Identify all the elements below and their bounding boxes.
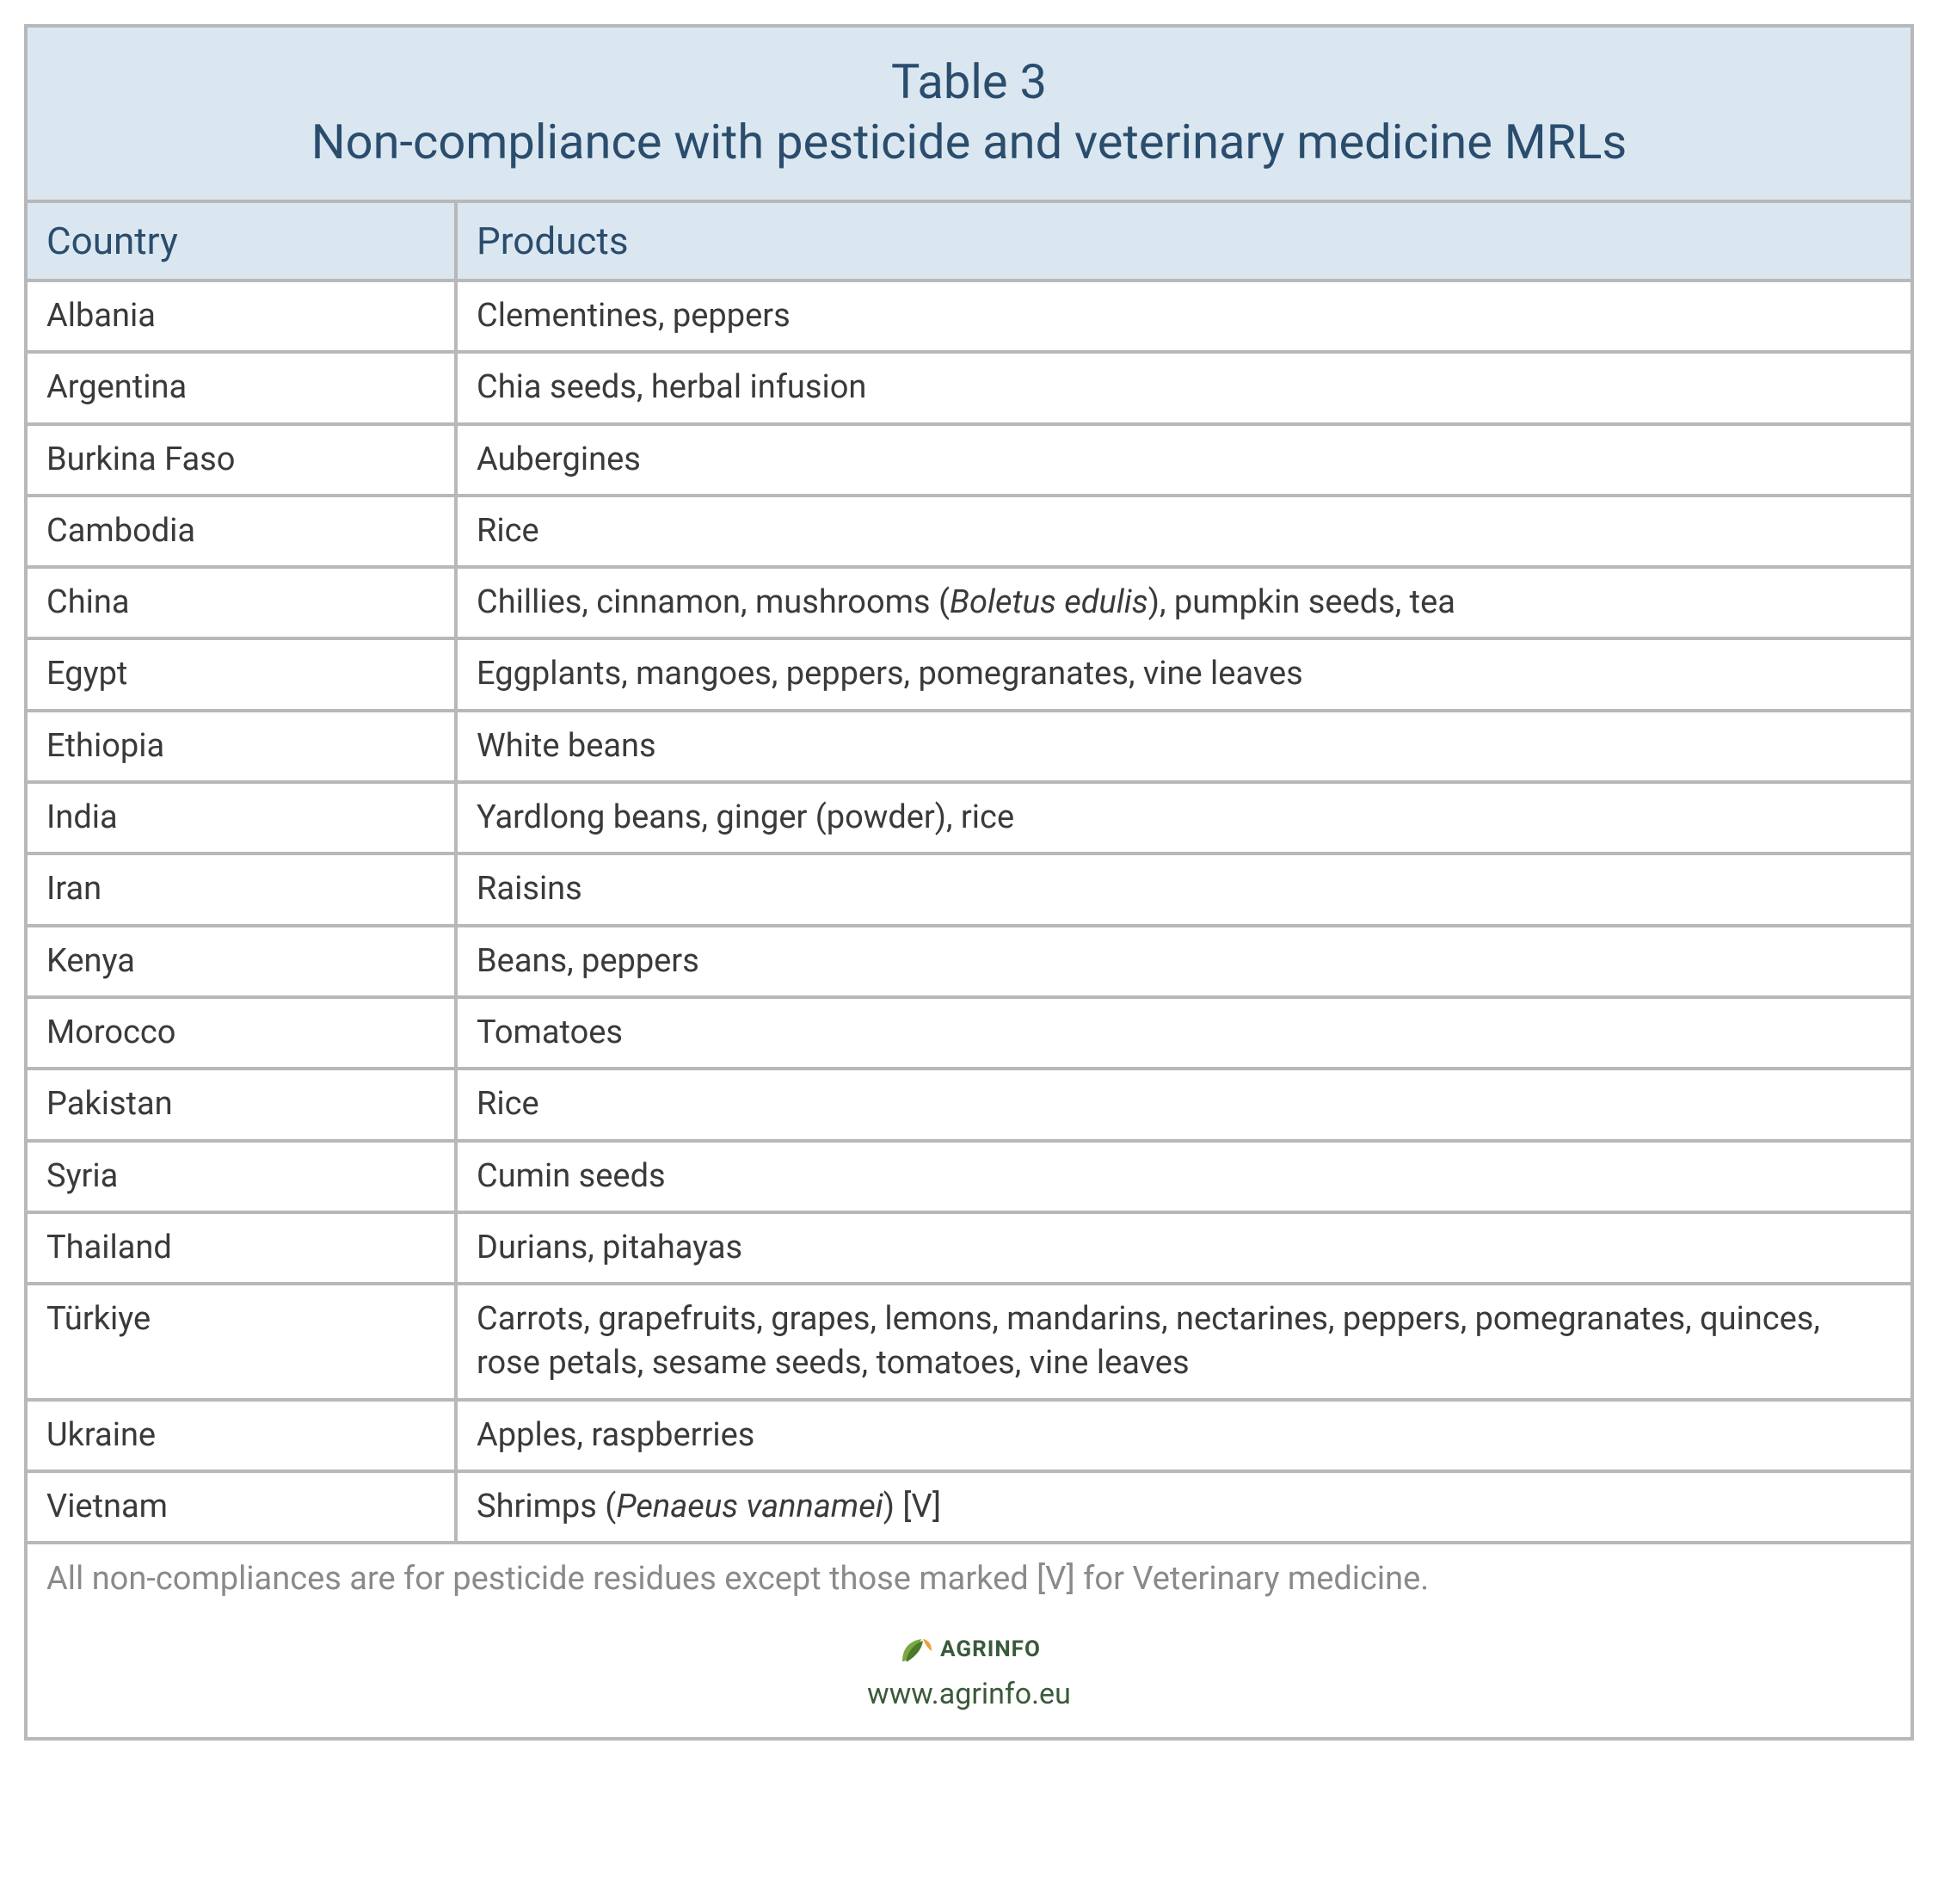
products-cell: Shrimps (Penaeus vannamei) [V] (458, 1473, 1910, 1544)
compliance-table: Table 3 Non-compliance with pesticide an… (24, 24, 1914, 1741)
leaf-icon (897, 1630, 935, 1668)
table-header-row: Country Products (28, 203, 1910, 282)
table-row: ChinaChillies, cinnamon, mushrooms (Bole… (28, 569, 1910, 640)
header-products: Products (458, 203, 1910, 282)
country-cell: Cambodia (28, 497, 458, 569)
table-number: Table 3 (45, 52, 1893, 112)
country-cell: Thailand (28, 1214, 458, 1285)
table-row: Burkina FasoAubergines (28, 426, 1910, 497)
table-row: IranRaisins (28, 855, 1910, 927)
country-cell: Iran (28, 855, 458, 927)
table-row: PakistanRice (28, 1070, 1910, 1142)
products-cell: Tomatoes (458, 999, 1910, 1070)
products-cell: Rice (458, 497, 1910, 569)
country-cell: Albania (28, 282, 458, 354)
products-cell: Apples, raspberries (458, 1402, 1910, 1473)
products-cell: Chillies, cinnamon, mushrooms (Boletus e… (458, 569, 1910, 640)
products-cell: Eggplants, mangoes, peppers, pomegranate… (458, 640, 1910, 712)
header-country: Country (28, 203, 458, 282)
table-row: TürkiyeCarrots, grapefruits, grapes, lem… (28, 1285, 1910, 1402)
products-cell: Rice (458, 1070, 1910, 1142)
products-cell: Cumin seeds (458, 1143, 1910, 1214)
country-cell: Egypt (28, 640, 458, 712)
table-row: EgyptEggplants, mangoes, peppers, pomegr… (28, 640, 1910, 712)
country-cell: India (28, 784, 458, 855)
table-row: ThailandDurians, pitahayas (28, 1214, 1910, 1285)
country-cell: Syria (28, 1143, 458, 1214)
country-cell: China (28, 569, 458, 640)
table-row: MoroccoTomatoes (28, 999, 1910, 1070)
products-cell: Carrots, grapefruits, grapes, lemons, ma… (458, 1285, 1910, 1402)
country-cell: Ethiopia (28, 712, 458, 784)
table-footer: All non-compliances are for pesticide re… (28, 1544, 1910, 1737)
agrinfo-logo: AGRINFO (897, 1630, 1041, 1668)
table-row: VietnamShrimps (Penaeus vannamei) [V] (28, 1473, 1910, 1544)
table-title-cell: Table 3 Non-compliance with pesticide an… (28, 28, 1910, 203)
country-cell: Türkiye (28, 1285, 458, 1402)
table-row: IndiaYardlong beans, ginger (powder), ri… (28, 784, 1910, 855)
footer-url: www.agrinfo.eu (46, 1677, 1892, 1711)
country-cell: Morocco (28, 999, 458, 1070)
table-row: EthiopiaWhite beans (28, 712, 1910, 784)
table-caption: Non-compliance with pesticide and veteri… (45, 112, 1893, 172)
country-cell: Pakistan (28, 1070, 458, 1142)
country-cell: Burkina Faso (28, 426, 458, 497)
country-cell: Ukraine (28, 1402, 458, 1473)
table-row: AlbaniaClementines, peppers (28, 282, 1910, 354)
table-row: SyriaCumin seeds (28, 1143, 1910, 1214)
country-cell: Argentina (28, 354, 458, 425)
table-row: UkraineApples, raspberries (28, 1402, 1910, 1473)
country-cell: Kenya (28, 927, 458, 999)
products-cell: Durians, pitahayas (458, 1214, 1910, 1285)
products-cell: Chia seeds, herbal infusion (458, 354, 1910, 425)
products-cell: Beans, peppers (458, 927, 1910, 999)
logo-text: AGRINFO (940, 1636, 1041, 1662)
footer-note: All non-compliances are for pesticide re… (46, 1560, 1892, 1598)
country-cell: Vietnam (28, 1473, 458, 1544)
table-row: ArgentinaChia seeds, herbal infusion (28, 354, 1910, 425)
products-cell: Clementines, peppers (458, 282, 1910, 354)
table-row: KenyaBeans, peppers (28, 927, 1910, 999)
products-cell: White beans (458, 712, 1910, 784)
products-cell: Aubergines (458, 426, 1910, 497)
products-cell: Raisins (458, 855, 1910, 927)
table-row: CambodiaRice (28, 497, 1910, 569)
products-cell: Yardlong beans, ginger (powder), rice (458, 784, 1910, 855)
